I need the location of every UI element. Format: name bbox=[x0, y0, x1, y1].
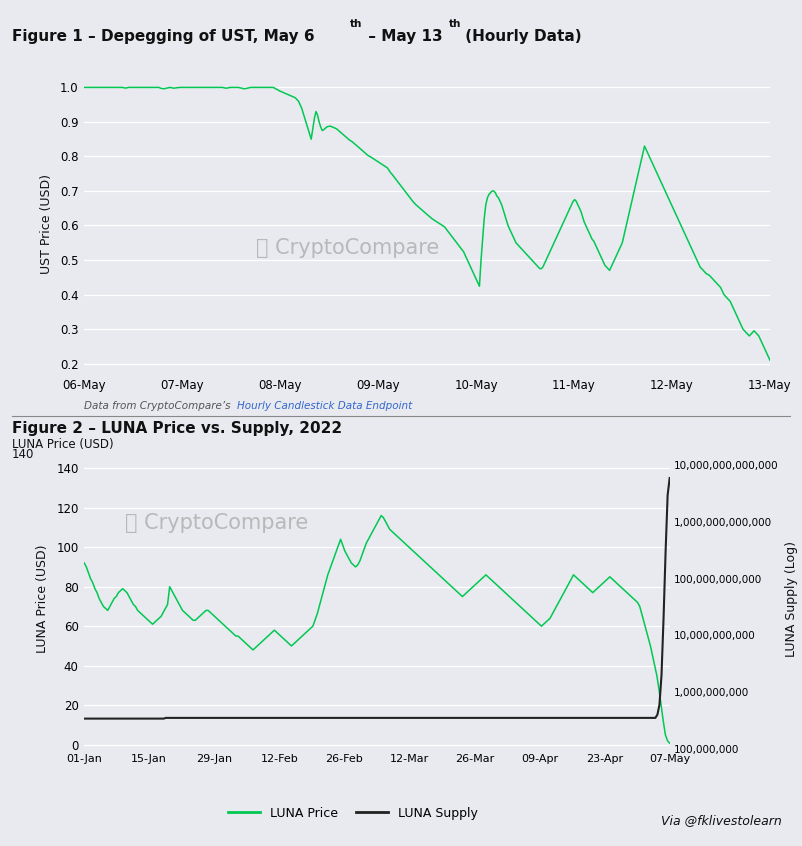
Text: Data from CryptoCompare’s: Data from CryptoCompare’s bbox=[84, 401, 234, 411]
Text: (Hourly Data): (Hourly Data) bbox=[460, 29, 582, 44]
Y-axis label: UST Price (USD): UST Price (USD) bbox=[40, 173, 53, 274]
Text: Ⓜ CryptoCompare: Ⓜ CryptoCompare bbox=[256, 238, 439, 258]
Text: Ⓜ CryptoCompare: Ⓜ CryptoCompare bbox=[125, 514, 309, 534]
Text: – May 13: – May 13 bbox=[363, 29, 442, 44]
Y-axis label: LUNA Supply (Log): LUNA Supply (Log) bbox=[785, 541, 799, 656]
Text: Figure 1 – Depegging of UST, May 6: Figure 1 – Depegging of UST, May 6 bbox=[12, 29, 314, 44]
Text: LUNA Price (USD): LUNA Price (USD) bbox=[12, 438, 114, 451]
Legend: LUNA Price, LUNA Supply: LUNA Price, LUNA Supply bbox=[223, 801, 483, 825]
Text: Figure 2 – LUNA Price vs. Supply, 2022: Figure 2 – LUNA Price vs. Supply, 2022 bbox=[12, 421, 342, 437]
Text: Via @fklivestolearn: Via @fklivestolearn bbox=[661, 815, 782, 827]
Text: 140: 140 bbox=[12, 448, 34, 461]
Text: th: th bbox=[449, 19, 461, 29]
Y-axis label: LUNA Price (USD): LUNA Price (USD) bbox=[36, 544, 50, 653]
Text: th: th bbox=[350, 19, 362, 29]
Text: Hourly Candlestick Data Endpoint: Hourly Candlestick Data Endpoint bbox=[237, 401, 412, 411]
